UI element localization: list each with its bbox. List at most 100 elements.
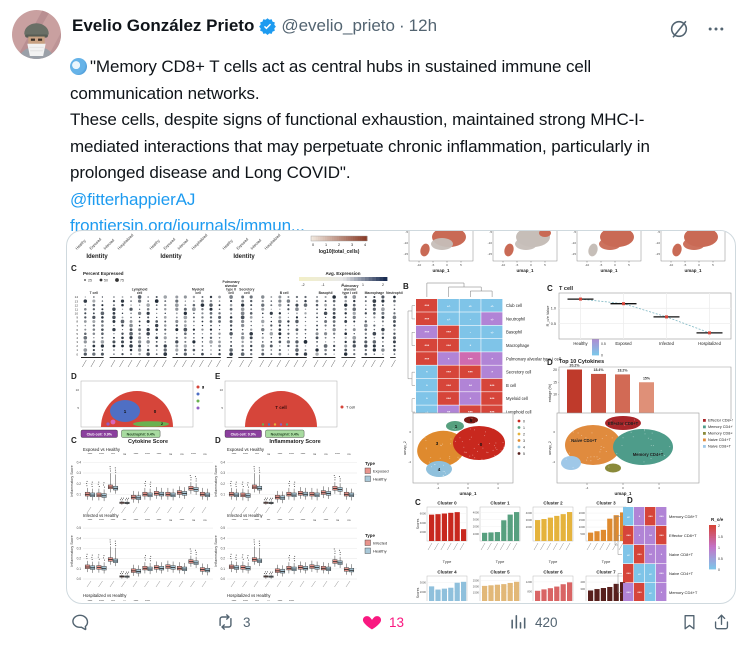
svg-text:500: 500	[580, 532, 585, 536]
svg-text:3000: 3000	[420, 581, 427, 585]
svg-text:**: **	[469, 383, 473, 388]
svg-text:log10(total_cells): log10(total_cells)	[319, 249, 360, 255]
svg-text:1000: 1000	[473, 532, 480, 536]
views-button[interactable]: 420	[508, 612, 558, 632]
avatar[interactable]	[12, 10, 61, 59]
svg-text:ns: ns	[180, 452, 184, 456]
mention-link[interactable]: @fitterhappierAJ	[70, 189, 196, 209]
svg-text:Macrophage: Macrophage	[506, 343, 530, 348]
tweet-media[interactable]: Healthy Exposed Infected Hospitalized Identi…	[66, 230, 736, 604]
svg-text:T cell: T cell	[559, 286, 574, 292]
like-button[interactable]: 13	[362, 612, 404, 632]
svg-text:Hospitalized: Hospitalized	[191, 233, 208, 250]
svg-text:*: *	[661, 591, 663, 595]
svg-text:14: 14	[75, 295, 79, 299]
svg-text:Lymphoid cell: Lymphoid cell	[506, 409, 532, 414]
svg-text:Infected: Infected	[659, 341, 675, 346]
grok-icon[interactable]	[668, 18, 690, 40]
svg-text:5: 5	[460, 263, 462, 267]
svg-text:Hospitalized: Hospitalized	[264, 233, 281, 250]
svg-text:2: 2	[338, 243, 340, 247]
svg-text:Neutrophil: Neutrophil	[386, 291, 403, 295]
svg-text:Type: Type	[365, 533, 375, 538]
scientific-figure: Healthy Exposed Infected Hospitalized Identi…	[70, 231, 735, 603]
svg-text:****: ****	[232, 452, 238, 456]
user-handle[interactable]: @evelio_prieto	[281, 16, 395, 35]
svg-text:-1: -1	[321, 283, 324, 287]
svg-text:2: 2	[718, 524, 720, 528]
svg-text:Hospitalized vs Healthy: Hospitalized vs Healthy	[227, 593, 271, 598]
svg-text:umap_1: umap_1	[614, 491, 632, 496]
more-options-icon[interactable]	[706, 19, 726, 39]
svg-text:ns: ns	[313, 518, 317, 522]
svg-text:****: ****	[99, 599, 105, 601]
svg-text:ns: ns	[123, 599, 127, 601]
svg-text:****: ****	[88, 518, 94, 522]
svg-text:3: 3	[76, 340, 78, 344]
svg-text:Healthy: Healthy	[373, 549, 387, 554]
svg-text:3: 3	[351, 243, 353, 247]
svg-text:*: *	[470, 396, 472, 401]
retweet-button[interactable]: 3	[215, 612, 251, 632]
svg-text:Exposed: Exposed	[236, 237, 249, 250]
svg-text:-10: -10	[585, 263, 590, 267]
svg-text:12: 12	[75, 303, 79, 307]
svg-text:***: ***	[659, 515, 664, 519]
svg-text:Infected: Infected	[103, 238, 115, 250]
svg-text:cell: cell	[228, 291, 234, 295]
svg-text:5: 5	[523, 452, 525, 456]
svg-text:1200: 1200	[526, 580, 533, 584]
svg-text:18.2%: 18.2%	[618, 368, 629, 372]
svg-text:D: D	[71, 372, 77, 381]
svg-text:0.4: 0.4	[77, 536, 82, 540]
svg-text:10: 10	[553, 393, 557, 397]
svg-text:****: ****	[191, 452, 197, 456]
svg-text:4: 4	[523, 446, 525, 450]
svg-text:Cluster 7: Cluster 7	[596, 570, 616, 575]
share-button[interactable]	[712, 612, 731, 632]
svg-text:ns: ns	[347, 452, 351, 456]
svg-text:2: 2	[382, 283, 384, 287]
svg-text:-4: -4	[552, 460, 555, 464]
svg-text:Inflammatory Score: Inflammatory Score	[269, 439, 320, 445]
svg-text:ns: ns	[203, 452, 207, 456]
timestamp[interactable]: 12h	[408, 16, 438, 35]
svg-text:***: ***	[626, 534, 631, 538]
svg-text:Cluster 2: Cluster 2	[543, 501, 563, 506]
svg-text:**: **	[649, 534, 652, 538]
tweet-paragraph-2: These cells, despite signs of functional…	[70, 110, 650, 182]
svg-text:Exposed: Exposed	[373, 469, 389, 474]
svg-text:Scores: Scores	[416, 518, 420, 529]
svg-text:0.1: 0.1	[221, 492, 226, 496]
reply-button[interactable]	[70, 612, 97, 632]
svg-text:50: 50	[104, 279, 108, 283]
svg-text:umap_2: umap_2	[403, 441, 407, 455]
bookmark-button[interactable]	[680, 612, 699, 632]
svg-text:-5: -5	[432, 263, 435, 267]
display-name[interactable]: Evelio González Prieto	[72, 16, 255, 35]
svg-text:+/-: +/-	[425, 410, 429, 414]
svg-text:4: 4	[364, 243, 366, 247]
svg-text:***: ***	[446, 383, 451, 388]
svg-text:ns: ns	[123, 452, 127, 456]
svg-text:0: 0	[622, 486, 624, 490]
svg-text:-10: -10	[417, 263, 422, 267]
svg-text:0.1: 0.1	[77, 492, 82, 496]
svg-text:Identity: Identity	[233, 254, 255, 260]
svg-text:Macrophage: Macrophage	[365, 291, 385, 295]
svg-text:-4: -4	[437, 486, 440, 490]
svg-text:+/-: +/-	[490, 317, 494, 321]
svg-text:****: ****	[255, 518, 261, 522]
svg-text:cell: cell	[244, 291, 250, 295]
svg-text:T cell: T cell	[346, 406, 355, 410]
svg-text:7: 7	[76, 324, 78, 328]
svg-text:C: C	[415, 498, 421, 507]
svg-text:Cytokine Score: Cytokine Score	[128, 439, 168, 445]
svg-text:***: ***	[255, 452, 259, 456]
svg-text:type I cell: type I cell	[342, 291, 357, 295]
svg-text:Healthy: Healthy	[75, 239, 87, 251]
svg-text:ns: ns	[324, 452, 328, 456]
svg-text:75: 75	[120, 279, 124, 283]
svg-text:11: 11	[75, 307, 78, 311]
svg-text:2: 2	[161, 422, 163, 426]
